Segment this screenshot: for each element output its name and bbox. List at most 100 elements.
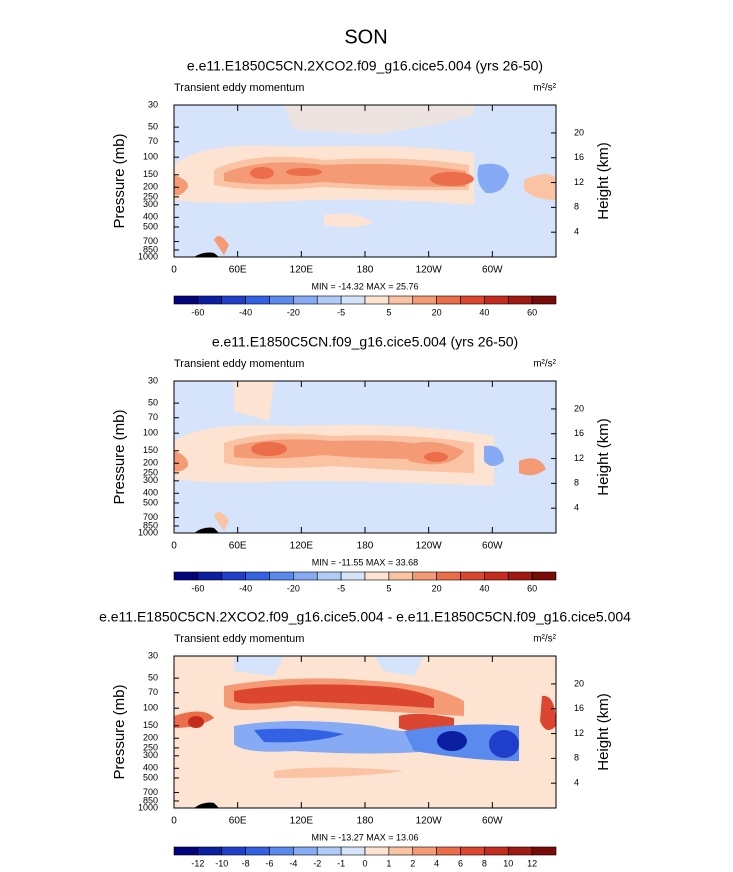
colorbar-label: -20 <box>287 583 300 593</box>
colorbar-box <box>316 846 342 856</box>
y-tick-label: 150 <box>143 169 158 179</box>
y-tick-label: 850 <box>143 795 158 805</box>
colorbar-box <box>293 846 318 856</box>
colorbar-label: 2 <box>410 858 415 868</box>
x-tick-label: 60E <box>229 541 247 552</box>
y2-tick-label: 16 <box>574 703 584 713</box>
colorbar-box <box>173 571 199 581</box>
y2-tick-label: 4 <box>574 503 579 513</box>
y-tick-label: 100 <box>143 703 158 713</box>
colorbar-label: -2 <box>313 858 321 868</box>
figure-title: SON <box>344 26 387 48</box>
colorbar-label: -10 <box>215 858 228 868</box>
colorbar-box <box>173 846 199 856</box>
field-name: Transient eddy momentum <box>174 358 304 370</box>
colorbar-label: 0 <box>362 858 367 868</box>
colorbar-label: 60 <box>527 583 537 593</box>
colorbar-box <box>173 295 199 305</box>
colorbar-box <box>245 846 270 856</box>
y-tick-label: 30 <box>148 650 158 660</box>
colorbar-label: 10 <box>503 858 513 868</box>
colorbar-label: 6 <box>458 858 463 868</box>
y-tick-label: 400 <box>143 488 158 498</box>
contour-field <box>174 381 556 533</box>
colorbar-label: -40 <box>239 583 252 593</box>
colorbar-box <box>364 846 390 856</box>
x-tick-label: 60E <box>229 265 247 276</box>
y-tick-label: 200 <box>143 182 158 192</box>
y-tick-label: 250 <box>143 742 158 752</box>
y-tick-label: 150 <box>143 445 158 455</box>
colorbar-box <box>221 571 246 581</box>
x-tick-label: 120W <box>416 265 443 276</box>
colorbar-box <box>531 571 557 581</box>
colorbar-label: -20 <box>287 307 300 317</box>
y-tick-label: 70 <box>148 412 158 422</box>
y-tick-label: 30 <box>148 375 158 385</box>
y-tick-label: 250 <box>143 467 158 477</box>
y2-tick-label: 20 <box>574 678 584 688</box>
y2-tick-label: 8 <box>574 202 579 212</box>
x-tick-label: 180 <box>357 265 374 276</box>
stats: MIN = -14.32 MAX = 25.76 <box>311 281 418 291</box>
x-tick-label: 60E <box>229 816 247 827</box>
colorbar-box <box>269 846 294 856</box>
y-tick-label: 850 <box>143 244 158 254</box>
y-tick-label: 70 <box>148 136 158 146</box>
colorbar-label: 12 <box>527 858 537 868</box>
colorbar-label: -1 <box>337 858 345 868</box>
units: m²/s² <box>533 83 556 94</box>
contour-field <box>174 656 556 808</box>
colorbar-box <box>340 846 366 856</box>
y-tick-label: 300 <box>143 199 158 209</box>
colorbar-box <box>340 295 366 305</box>
field-name: Transient eddy momentum <box>174 633 304 645</box>
units: m²/s² <box>533 634 556 645</box>
colorbar-label: 40 <box>479 583 489 593</box>
y-tick-label: 50 <box>148 398 158 408</box>
y-tick-label: 250 <box>143 191 158 201</box>
colorbar-box <box>221 295 246 305</box>
y2-axis-title: Height (km) <box>595 418 612 496</box>
colorbar-label: 60 <box>527 307 537 317</box>
y2-tick-label: 12 <box>574 728 584 738</box>
colorbar-box <box>507 295 533 305</box>
x-tick-label: 120E <box>290 816 314 827</box>
x-tick-label: 120W <box>416 816 443 827</box>
colorbar-label: -60 <box>191 583 204 593</box>
colorbar-box <box>484 846 509 856</box>
y2-tick-label: 12 <box>574 177 584 187</box>
y2-tick-label: 20 <box>574 403 584 413</box>
colorbar-box <box>364 571 390 581</box>
y-tick-label: 700 <box>143 512 158 522</box>
colorbar-label: 20 <box>432 307 442 317</box>
colorbar-box <box>388 295 414 305</box>
x-tick-label: 60W <box>482 265 503 276</box>
colorbar-label: -5 <box>337 583 345 593</box>
y-tick-label: 500 <box>143 772 158 782</box>
x-tick-label: 180 <box>357 816 374 827</box>
field-name: Transient eddy momentum <box>174 82 304 94</box>
colorbar-box <box>197 295 223 305</box>
y-tick-label: 700 <box>143 236 158 246</box>
y-tick-label: 70 <box>148 687 158 697</box>
colorbar-label: -4 <box>289 858 297 868</box>
colorbar-box <box>388 571 414 581</box>
colorbar-box <box>460 295 485 305</box>
colorbar-label: -6 <box>265 858 273 868</box>
colorbar-box <box>245 295 270 305</box>
y-tick-label: 50 <box>148 122 158 132</box>
y2-tick-label: 16 <box>574 428 584 438</box>
y-tick-label: 150 <box>143 720 158 730</box>
x-tick-label: 120E <box>290 541 314 552</box>
colorbar-box <box>460 571 485 581</box>
y-tick-label: 500 <box>143 221 158 231</box>
y-axis-title: Pressure (mb) <box>111 684 128 779</box>
y2-axis-title: Height (km) <box>595 693 612 771</box>
colorbar-label: 5 <box>386 307 391 317</box>
y2-axis-title: Height (km) <box>595 142 612 220</box>
colorbar-label: -12 <box>191 858 204 868</box>
colorbar-box <box>460 846 485 856</box>
colorbar-label: -5 <box>337 307 345 317</box>
